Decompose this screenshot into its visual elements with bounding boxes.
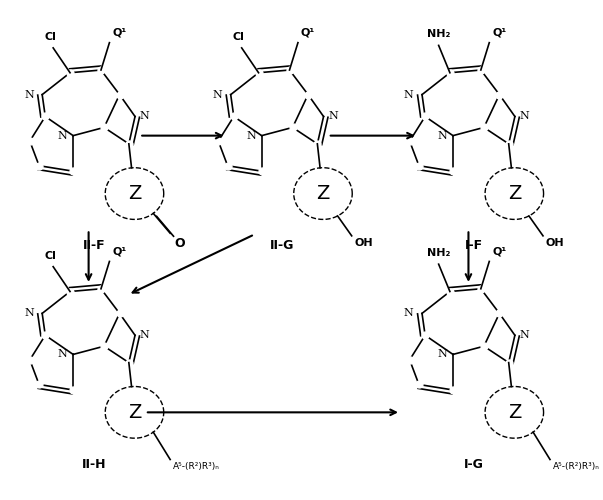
Text: II-H: II-H — [82, 458, 106, 471]
Text: Q¹: Q¹ — [112, 246, 127, 256]
Text: Z: Z — [508, 184, 521, 203]
Text: N: N — [519, 112, 529, 122]
Text: A⁵-(R²)R³)ₙ: A⁵-(R²)R³)ₙ — [173, 462, 220, 471]
Text: Q¹: Q¹ — [112, 28, 127, 38]
Text: N: N — [58, 350, 68, 360]
Text: Z: Z — [128, 184, 141, 203]
Text: Q¹: Q¹ — [492, 246, 507, 256]
Text: Z: Z — [317, 184, 330, 203]
Text: Z: Z — [128, 403, 141, 422]
Text: O: O — [175, 237, 185, 250]
Text: Cl: Cl — [233, 32, 245, 42]
Text: Cl: Cl — [45, 250, 56, 260]
Text: N: N — [58, 130, 68, 140]
Text: N: N — [246, 130, 256, 140]
Text: N: N — [328, 112, 338, 122]
Text: I-G: I-G — [464, 458, 484, 471]
Text: N: N — [212, 90, 223, 100]
Text: A⁵-(R²)R³)ₙ: A⁵-(R²)R³)ₙ — [553, 462, 600, 471]
Text: Q¹: Q¹ — [492, 28, 507, 38]
Text: N: N — [438, 350, 447, 360]
Text: NH₂: NH₂ — [427, 30, 450, 40]
Text: Cl: Cl — [45, 32, 56, 42]
Text: N: N — [404, 90, 414, 100]
Text: I-F: I-F — [465, 240, 483, 252]
Text: N: N — [24, 308, 34, 318]
Text: NH₂: NH₂ — [427, 248, 450, 258]
Text: N: N — [139, 112, 150, 122]
Text: II-G: II-G — [270, 240, 295, 252]
Text: Q¹: Q¹ — [301, 28, 315, 38]
Text: OH: OH — [546, 238, 564, 248]
Text: Z: Z — [508, 403, 521, 422]
Text: N: N — [139, 330, 150, 340]
Text: N: N — [24, 90, 34, 100]
Text: N: N — [519, 330, 529, 340]
Text: OH: OH — [355, 238, 373, 248]
Text: N: N — [438, 130, 447, 140]
Text: II-F: II-F — [83, 240, 106, 252]
Text: N: N — [404, 308, 414, 318]
